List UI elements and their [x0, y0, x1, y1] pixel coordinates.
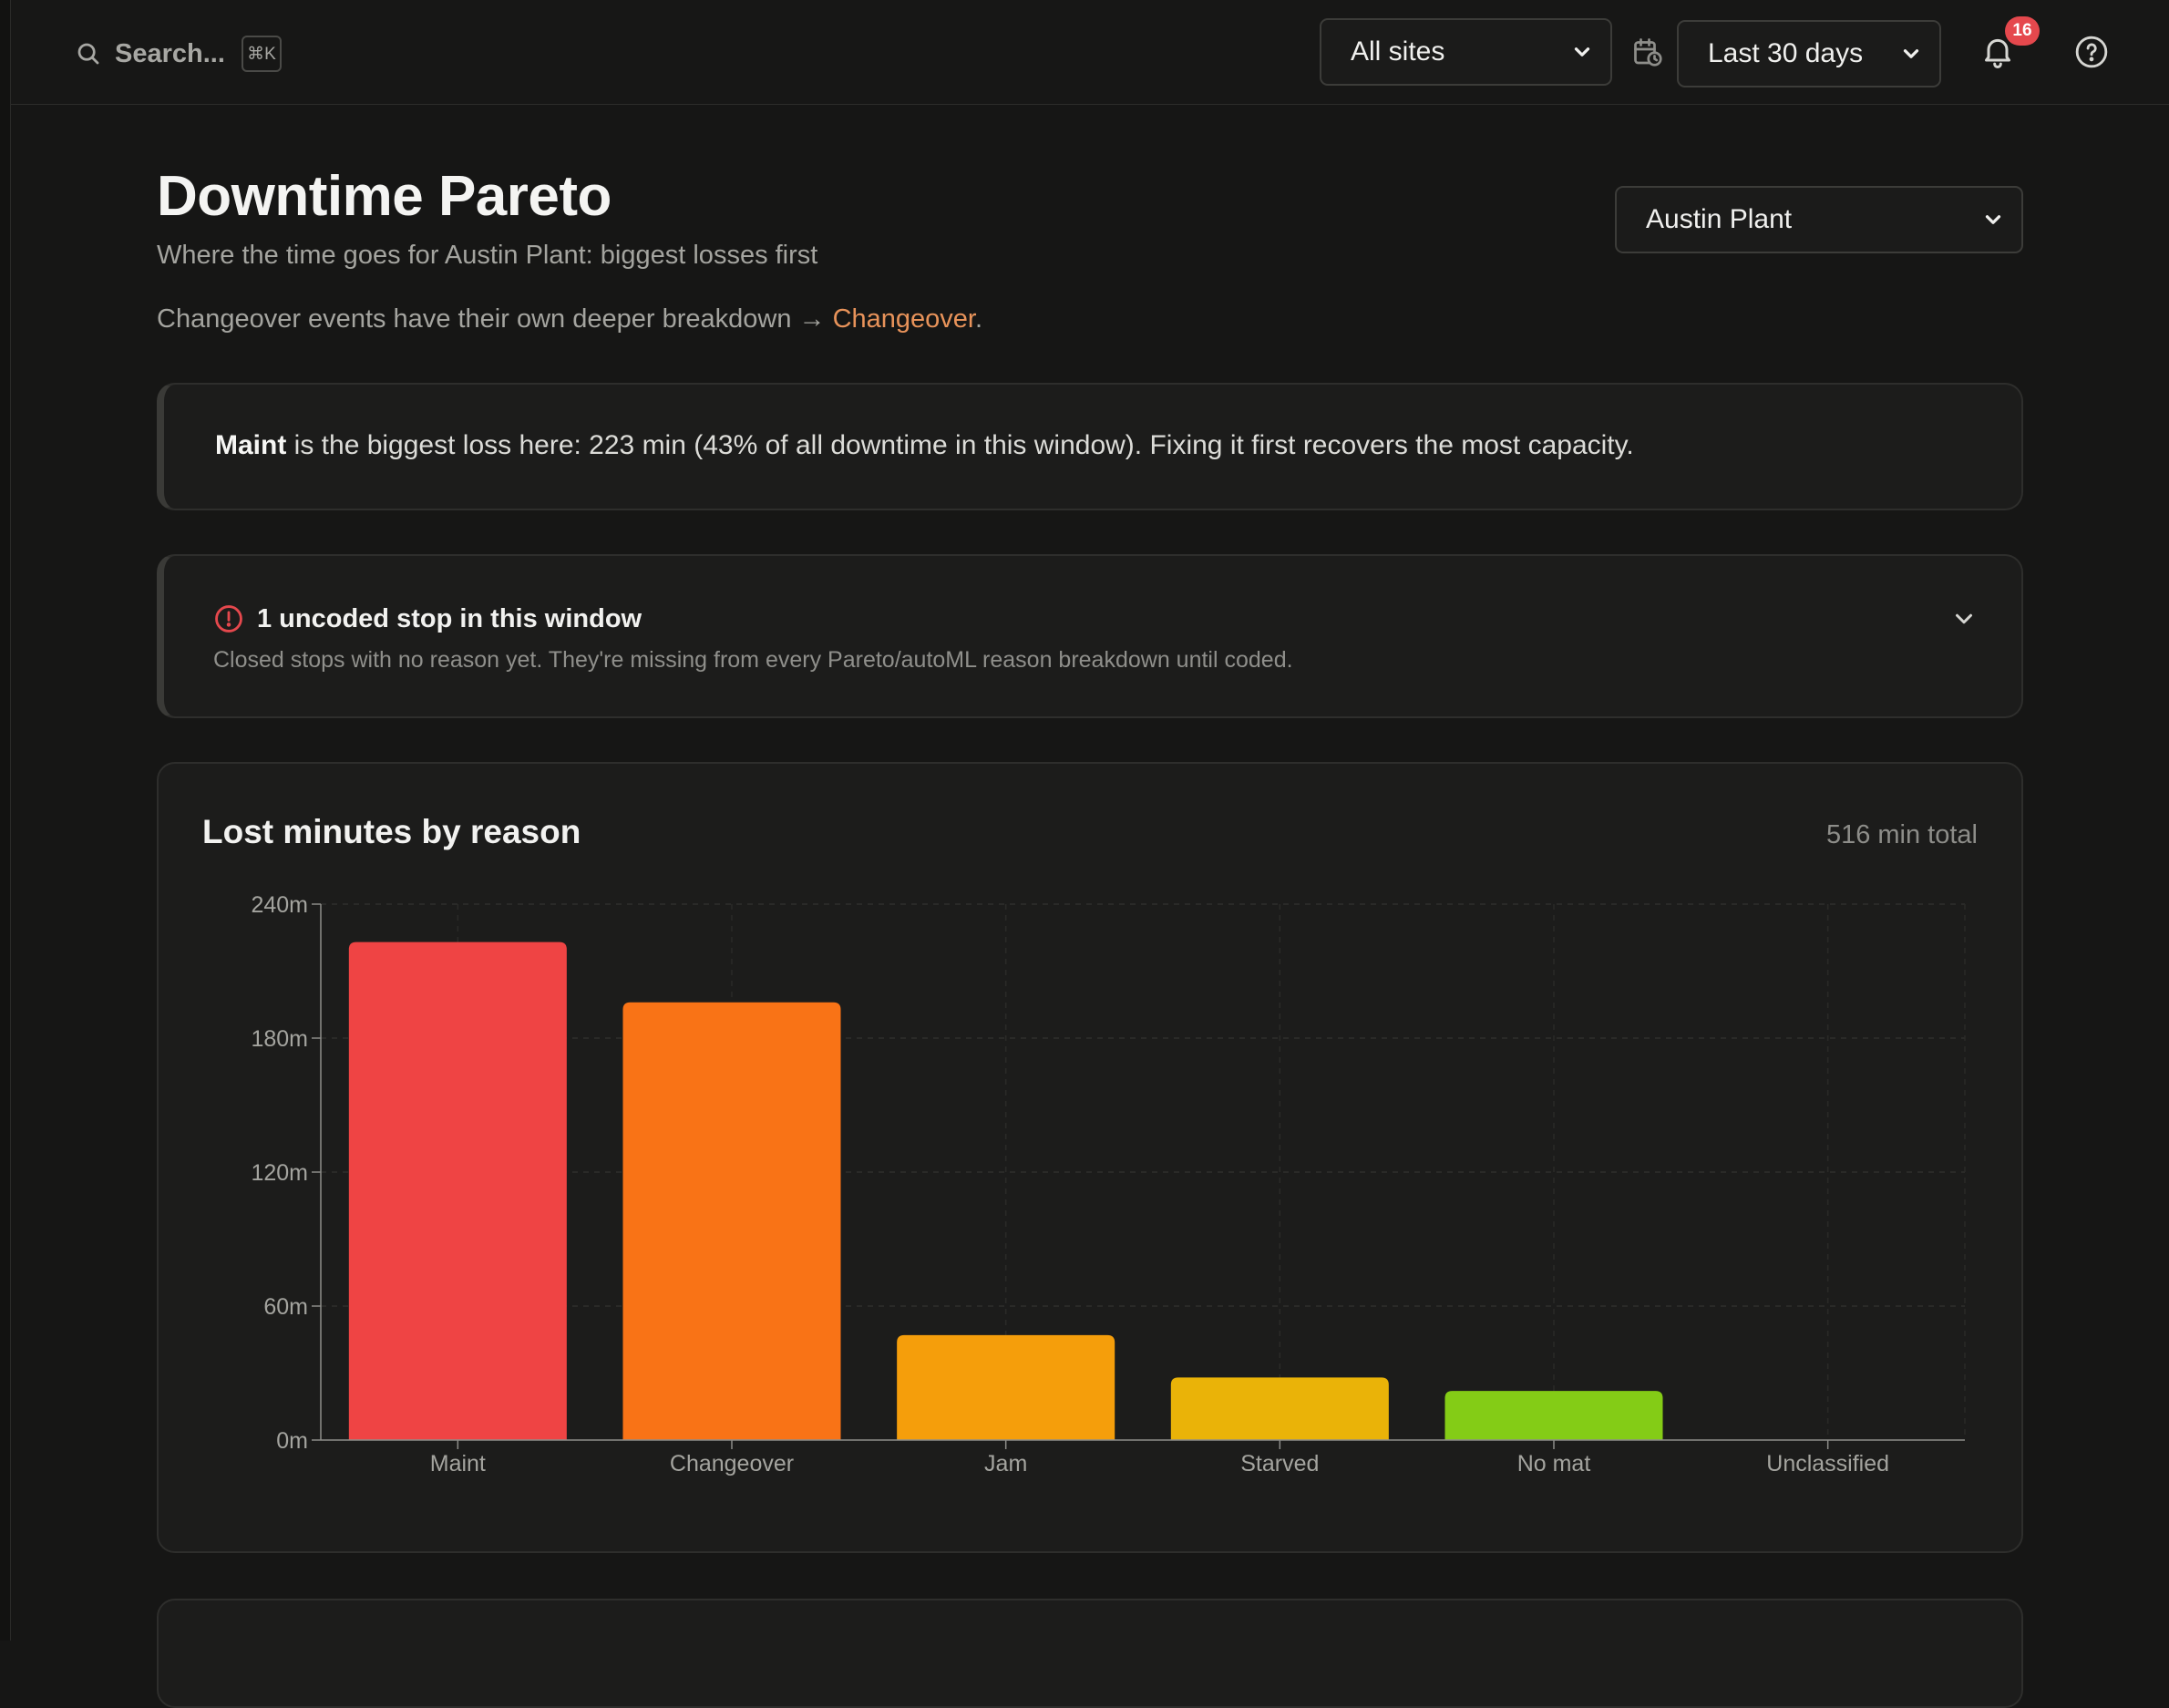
- bar-maint: [348, 941, 567, 1440]
- sites-select-value: All sites: [1351, 36, 1445, 67]
- y-tick-label: 240m: [251, 892, 308, 918]
- search-icon: [77, 43, 99, 65]
- y-tick-label: 120m: [251, 1160, 308, 1186]
- chart-title: Lost minutes by reason: [202, 813, 581, 850]
- chart-total: 516 min total: [1825, 820, 1978, 849]
- uncoded-title: 1 uncoded stop in this window: [257, 604, 642, 633]
- bar-changeover: [622, 1002, 841, 1440]
- y-tick-label: 180m: [251, 1026, 308, 1052]
- x-tick-label: Maint: [430, 1451, 486, 1476]
- plant-select[interactable]: Austin Plant: [1615, 186, 2023, 253]
- bell-icon[interactable]: [1979, 33, 2016, 69]
- alert-circle-icon: [215, 605, 242, 633]
- date-range-select[interactable]: Last 30 days: [1677, 20, 1941, 87]
- bar-no-mat: [1444, 1391, 1663, 1440]
- search-placeholder[interactable]: Search...: [115, 38, 225, 68]
- x-tick-label: Jam: [984, 1451, 1027, 1476]
- insight-text: Maint is the biggest loss here: 223 min …: [215, 430, 1634, 461]
- note-prefix: Changeover events have their own deeper …: [157, 304, 826, 334]
- uncoded-description: Closed stops with no reason yet. They're…: [213, 647, 1293, 673]
- insight-card: Maint is the biggest loss here: 223 min …: [157, 383, 2023, 510]
- note-suffix: .: [974, 304, 983, 334]
- bar-chart: 0m 60m 120m 180m 240m Maint Changeover Jam Starv…: [251, 892, 1966, 1476]
- chevron-down-icon: [1574, 47, 1590, 57]
- y-tick-label: 0m: [276, 1428, 308, 1454]
- x-tick-label: No mat: [1517, 1451, 1591, 1476]
- x-tick-label: Changeover: [670, 1451, 794, 1476]
- next-card: [157, 1599, 2023, 1708]
- date-range-value: Last 30 days: [1708, 38, 1864, 68]
- calendar-clock-icon[interactable]: [1631, 36, 1664, 68]
- chevron-down-icon[interactable]: [1950, 605, 1978, 633]
- sidebar-strip: [0, 0, 11, 1641]
- chevron-down-icon: [1903, 49, 1919, 58]
- sites-select[interactable]: All sites: [1320, 18, 1612, 86]
- page-title: Downtime Pareto: [157, 165, 612, 228]
- chevron-down-icon: [1985, 215, 2001, 224]
- lost-minutes-chart-card: Lost minutes by reason 516 min total 0m 6…: [157, 762, 2023, 1553]
- uncoded-stops-card[interactable]: 1 uncoded stop in this window Closed sto…: [157, 554, 2023, 718]
- bar-jam: [897, 1334, 1115, 1440]
- insight-lead: Maint: [215, 430, 287, 460]
- page-subtitle: Where the time goes for Austin Plant: bi…: [157, 241, 818, 270]
- changeover-link[interactable]: Changeover: [832, 304, 975, 334]
- x-tick-label: Starved: [1240, 1451, 1319, 1476]
- x-tick-label: Unclassified: [1766, 1451, 1889, 1476]
- notification-badge: 16: [2005, 16, 2040, 46]
- bar-starved: [1170, 1377, 1389, 1440]
- shortcut-hint: ⌘K: [241, 36, 282, 72]
- help-icon[interactable]: [2074, 35, 2109, 69]
- insight-body: is the biggest loss here: 223 min (43% o…: [293, 430, 1634, 460]
- changeover-note: Changeover events have their own deeper …: [157, 304, 982, 334]
- plant-select-value: Austin Plant: [1646, 204, 1793, 234]
- y-tick-label: 60m: [263, 1294, 308, 1320]
- search-box[interactable]: Search... ⌘K: [75, 35, 282, 73]
